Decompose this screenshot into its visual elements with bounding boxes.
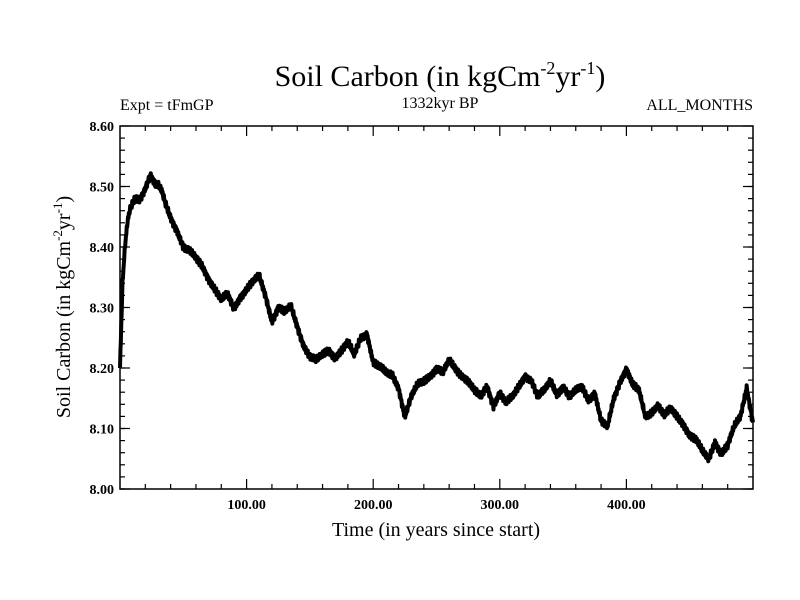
x-tick-label: 100.00 — [227, 498, 266, 513]
period-label: 1332kyr BP — [402, 95, 479, 112]
data-series-line — [118, 171, 755, 464]
y-tick-label: 8.20 — [90, 362, 115, 377]
x-tick-label: 200.00 — [354, 498, 393, 513]
x-tick-label: 400.00 — [607, 498, 646, 513]
x-tick-labels: 100.00 200.00 300.00 400.00 — [227, 498, 645, 513]
chart-title: Soil Carbon (in kgCm-2yr-1) — [275, 58, 606, 93]
months-label: ALL_MONTHS — [646, 97, 753, 114]
y-tick-labels: 8.00 8.10 8.20 8.30 8.40 8.50 8.60 — [90, 120, 115, 498]
x-tick-label: 300.00 — [481, 498, 520, 513]
y-tick-label: 8.50 — [90, 181, 115, 196]
x-axis-label: Time (in years since start) — [332, 519, 540, 541]
plot-frame — [119, 125, 754, 490]
y-tick-label: 8.30 — [90, 302, 115, 317]
y-axis-label: Soil Carbon (in kgCm-2yr-1) — [50, 196, 75, 418]
tick-marks — [120, 125, 753, 490]
experiment-label: Expt = tFmGP — [120, 97, 214, 114]
y-tick-label: 8.00 — [90, 483, 115, 498]
y-tick-label: 8.40 — [90, 241, 115, 256]
y-tick-label: 8.60 — [90, 120, 115, 135]
y-tick-label: 8.10 — [90, 423, 115, 438]
